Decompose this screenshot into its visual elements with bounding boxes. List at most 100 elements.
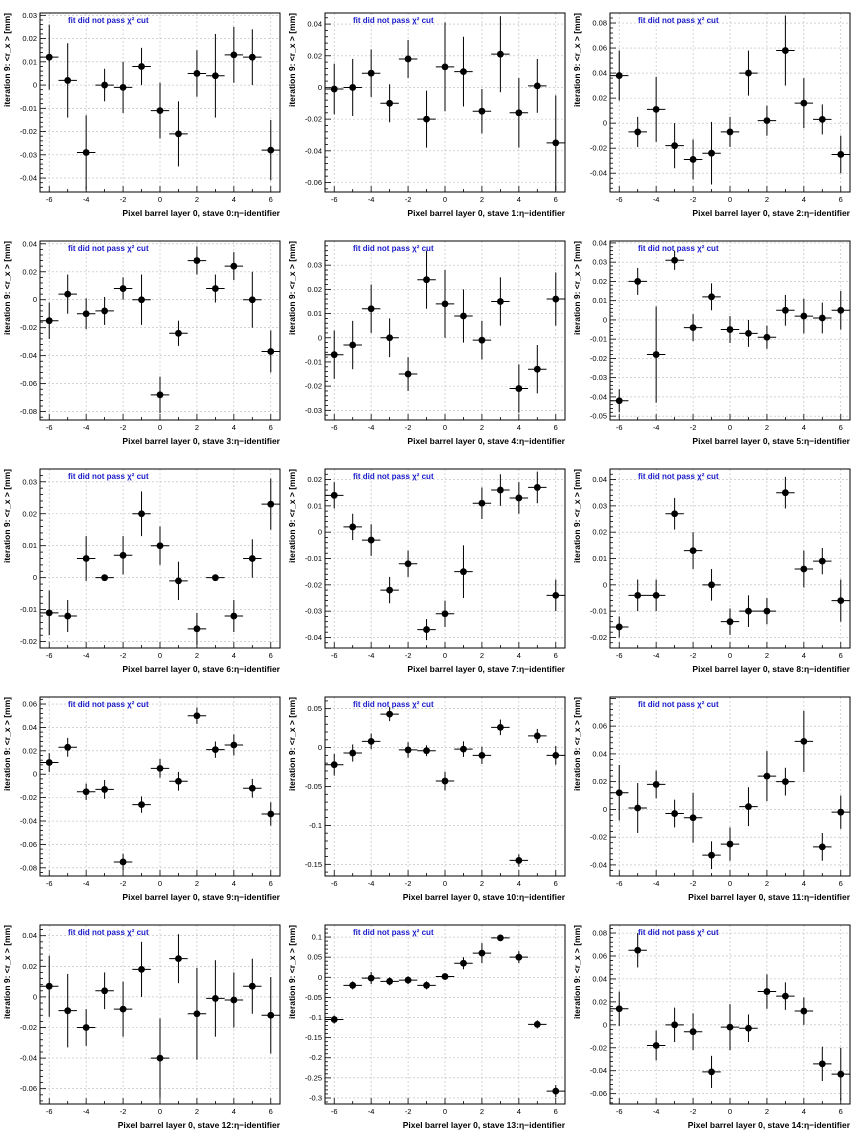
y-tick-label: -0.02: [305, 115, 322, 124]
data-point: [800, 565, 808, 573]
x-axis-title: Pixel barrel layer 0, stave 9:η−identifi…: [122, 892, 280, 902]
stave-chart-8: -6 -4 -2 0 2 4 6 -0.02 -0.01 0 0.01 0.02 0.03 0.04 fit…: [572, 468, 851, 674]
data-point: [119, 1005, 127, 1013]
data-point: [193, 712, 201, 720]
y-tick-label: -0.04: [20, 174, 37, 183]
y-axis-title: iteration 9: <r_x > [mm]: [287, 13, 297, 107]
y-tick-label: 0.04: [592, 974, 607, 983]
x-tick-label: 4: [232, 1107, 236, 1116]
fit-note: fit did not pass χ² cut: [68, 700, 149, 709]
data-point: [193, 257, 201, 264]
x-tick-label: 4: [802, 651, 806, 660]
y-tick-label: -0.1: [309, 821, 322, 830]
x-tick-label: 4: [517, 651, 521, 660]
stave-chart-7: -6 -4 -2 0 2 4 6 -0.04 -0.03 -0.02 -0.01 0 0.01 0.02 f…: [287, 468, 566, 674]
data-point: [119, 285, 127, 292]
x-tick-label: 6: [554, 195, 558, 204]
data-point: [689, 814, 697, 822]
x-tick-label: -6: [616, 651, 623, 660]
x-tick-label: 6: [269, 423, 273, 432]
data-point: [515, 494, 523, 502]
data-point: [634, 804, 642, 812]
x-tick-label: 0: [158, 195, 162, 204]
data-point: [818, 314, 826, 322]
data-point: [101, 307, 109, 315]
data-point: [478, 107, 486, 115]
data-point: [533, 484, 541, 491]
data-point: [230, 51, 238, 59]
data-point: [330, 351, 338, 359]
stave-chart-0: -6 -4 -2 0 2 4 6 -0.04 -0.03 -0.02 -0.01 0 0.01 0.02 0…: [2, 11, 281, 218]
y-tick-label: 0.03: [22, 477, 37, 486]
data-point: [175, 329, 182, 337]
x-tick-label: 2: [195, 423, 199, 432]
x-axis-title: Pixel barrel layer 0, stave 0:η−identifi…: [122, 208, 280, 218]
x-tick-label: 2: [765, 423, 769, 432]
y-tick-label: 0.02: [592, 277, 607, 286]
data-point: [837, 151, 845, 158]
y-axis-title: iteration 9: <r_x > [mm]: [2, 241, 12, 335]
y-tick-label: 0.02: [22, 34, 37, 43]
x-tick-label: 2: [765, 195, 769, 204]
data-point: [671, 256, 679, 264]
x-tick-label: 6: [269, 879, 273, 888]
data-point: [349, 749, 357, 757]
x-tick-label: -4: [653, 423, 660, 432]
data-point: [138, 801, 145, 809]
fit-note: fit did not pass χ² cut: [68, 472, 149, 481]
data-point: [211, 285, 219, 292]
x-tick-label: -6: [331, 423, 338, 432]
data-point: [138, 296, 145, 304]
x-axis-title: Pixel barrel layer 0, stave 5:η−identifi…: [692, 436, 850, 446]
stave-panel-7: -6 -4 -2 0 2 4 6 -0.04 -0.03 -0.02 -0.01 0 0.01 0.02 f…: [285, 456, 576, 684]
data-point: [82, 310, 90, 318]
y-tick-label: 0.04: [22, 723, 37, 732]
x-tick-label: 6: [839, 651, 843, 660]
data-point: [533, 732, 541, 740]
x-tick-label: 0: [443, 651, 447, 660]
data-point: [533, 365, 541, 373]
y-axis-title: iteration 9: <r_x > [mm]: [287, 925, 297, 1019]
x-tick-label: -6: [331, 195, 338, 204]
x-tick-label: 6: [839, 195, 843, 204]
data-point: [386, 710, 394, 718]
x-tick-label: 4: [232, 651, 236, 660]
y-tick-label: 0.08: [592, 929, 607, 938]
y-tick-label: -0.04: [590, 169, 607, 178]
stave-chart-11: -6 -4 -2 0 2 4 6 -0.04 -0.02 0 0.02 0.04 0.06 fit did…: [572, 696, 851, 902]
data-point: [175, 130, 182, 138]
data-point: [708, 851, 715, 859]
data-point: [193, 625, 201, 633]
data-point: [515, 109, 523, 117]
fit-note: fit did not pass χ² cut: [353, 700, 434, 709]
data-point: [156, 107, 164, 115]
fit-note: fit did not pass χ² cut: [638, 928, 719, 937]
y-tick-label: 0: [33, 573, 37, 582]
data-point: [64, 1007, 72, 1015]
data-point: [745, 69, 752, 77]
stave-panel-10: -6 -4 -2 0 2 4 6 -0.15 -0.1 -0.05 0 0.05 fit did not…: [285, 684, 576, 912]
x-tick-label: -4: [83, 1107, 90, 1116]
x-tick-label: -6: [46, 195, 53, 204]
data-point: [267, 1011, 275, 1019]
data-point: [330, 491, 338, 499]
x-tick-label: -4: [368, 423, 375, 432]
y-tick-label: 0.1: [312, 933, 322, 942]
stave-plot-grid: -6 -4 -2 0 2 4 6 -0.04 -0.03 -0.02 -0.01 0 0.01 0.02 0…: [0, 11, 851, 1130]
stave-panel-6: -6 -4 -2 0 2 4 6 -0.02 -0.01 0 0.01 0.02 0.03 fit did…: [0, 456, 291, 684]
data-point: [248, 784, 256, 792]
data-point: [552, 295, 560, 303]
x-tick-label: -2: [690, 1107, 697, 1116]
data-point: [515, 385, 523, 392]
y-tick-label: -0.04: [20, 351, 37, 360]
y-tick-label: -0.06: [590, 1089, 607, 1098]
data-point: [496, 50, 504, 58]
y-tick-label: 0: [33, 992, 37, 1001]
y-tick-label: -0.05: [305, 993, 322, 1002]
x-tick-label: -6: [46, 423, 53, 432]
y-tick-label: -0.3: [309, 1093, 322, 1102]
data-point: [349, 981, 357, 989]
data-point: [652, 781, 660, 788]
data-point: [496, 723, 504, 731]
y-tick-label: -0.02: [20, 637, 37, 646]
